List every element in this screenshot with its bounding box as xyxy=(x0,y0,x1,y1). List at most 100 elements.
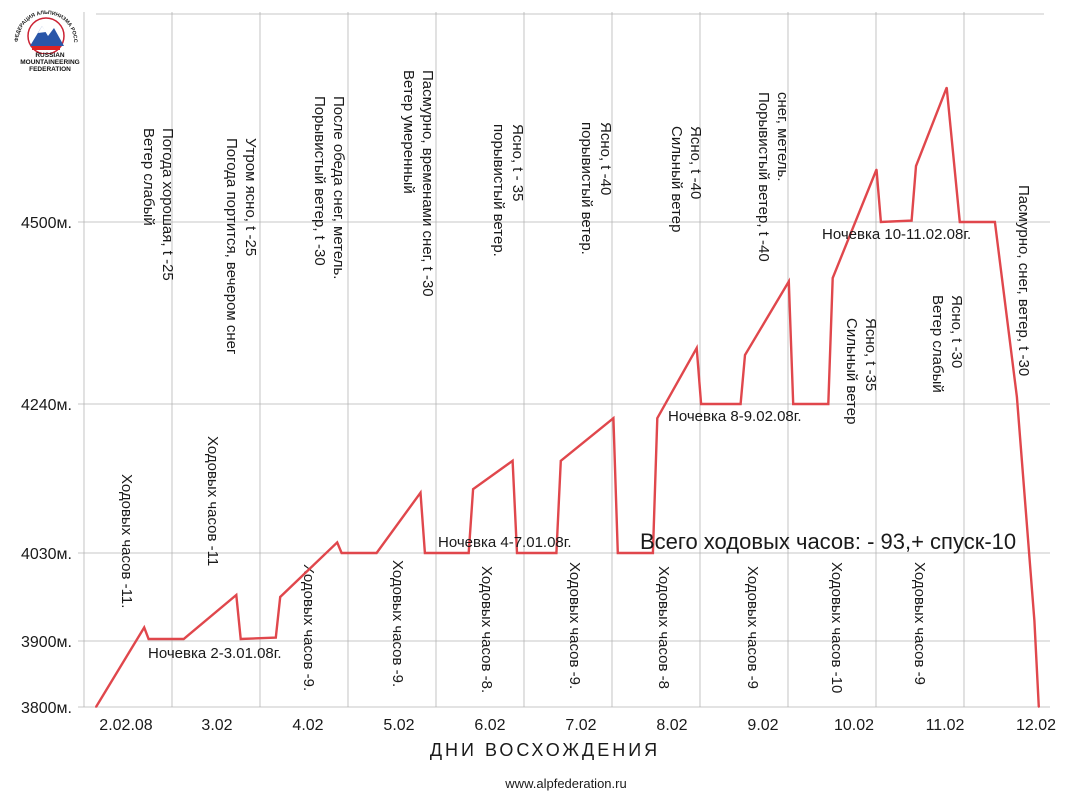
x-tick-label: 3.02 xyxy=(201,717,232,734)
camp-label: Ночевка 10-11.02.08г. xyxy=(822,226,971,243)
altitude-point xyxy=(336,541,339,544)
weather-annotation-line: Порывистый ветер, t -40 xyxy=(755,92,772,262)
hours-annotation: Ходовых часов -10 xyxy=(828,562,845,693)
altitude-point xyxy=(239,638,242,640)
x-tick-label: 6.02 xyxy=(474,717,505,734)
x-tick-label: 12.02 xyxy=(1016,717,1056,734)
weather-annotation: снег, метель.Порывистый ветер, t -40 xyxy=(755,92,791,262)
weather-annotation-line: Порывистый ветер, t -30 xyxy=(311,96,328,266)
weather-annotation-line: Ясно, t -40 xyxy=(687,126,704,199)
altitude-point xyxy=(744,354,746,356)
altitude-point xyxy=(147,638,150,640)
y-tick-label: 3800м. xyxy=(21,700,72,717)
labels: 3800м. 3900м. 4030м. 4240м. 4500м. 2.02.08 3.0… xyxy=(21,215,1056,791)
altitude-point xyxy=(831,277,834,279)
altitude-point xyxy=(827,403,830,405)
hours-annotation: Ходовых часов -11. xyxy=(118,474,135,608)
weather-annotation-line: Ясно, t - 35 xyxy=(509,124,526,201)
altitude-point xyxy=(274,636,277,639)
x-tick-label: 5.02 xyxy=(383,717,414,734)
logo-line-3: FEDERATION xyxy=(29,66,71,73)
weather-annotation-line: порывистый ветер. xyxy=(578,122,595,255)
camp-label: Ночевка 4-7.01.08г. xyxy=(438,534,572,551)
logo-line-2: MOUNTAINEERING xyxy=(20,59,80,66)
altitude-point xyxy=(652,552,654,554)
weather-annotation-line: Ясно, t -40 xyxy=(597,122,614,195)
weather-annotation-line: Ветер слабый xyxy=(140,128,157,226)
camp-label: Ночевка 8-9.02.08г. xyxy=(668,408,802,425)
hours-annotation-line: Ходовых часов -9. xyxy=(566,562,583,689)
weather-annotation-line: Погода портится, вечером снег xyxy=(223,138,240,355)
weather-annotation-line: Сильный ветер xyxy=(843,318,860,424)
altitude-point xyxy=(739,403,742,405)
weather-annotation: Пасмурно, снег, ветер, t -30 xyxy=(1015,185,1032,376)
y-tick-label: 4030м. xyxy=(21,546,72,563)
weather-annotation-line: Пасмурно, снег, ветер, t -30 xyxy=(1015,185,1032,376)
x-tick-label: 10.02 xyxy=(834,717,874,734)
weather-annotation-line: Пасмурно, временами снег, t -30 xyxy=(419,70,436,297)
altitude-point xyxy=(516,552,518,554)
weather-annotation-line: После обеда снег, метель. xyxy=(330,96,347,279)
weather-annotation-line: Ясно, t -35 xyxy=(862,318,879,391)
altitude-point xyxy=(235,594,238,596)
altitude-point xyxy=(1033,619,1036,622)
summary-label: Всего ходовых часов: - 93,+ спуск-10 xyxy=(640,529,1016,554)
altitude-point xyxy=(472,488,474,490)
altitude-point xyxy=(958,221,961,223)
federation-logo: ФЕДЕРАЦИЯ АЛЬПИНИЗМА РОССИИ RUSSIAN MOUN… xyxy=(6,2,84,76)
series-layer xyxy=(94,86,1040,708)
hours-annotation: Ходовых часов -8 xyxy=(655,566,672,689)
altitude-point xyxy=(880,221,882,223)
hours-annotation-line: Ходовых часов -9 xyxy=(911,562,928,685)
x-tick-label: 11.02 xyxy=(926,717,965,734)
altitude-point xyxy=(910,219,913,222)
y-tick-label: 4500м. xyxy=(21,215,72,232)
altitude-point xyxy=(787,280,790,283)
hours-annotation-line: Ходовых часов -9 xyxy=(744,566,761,689)
hours-annotation-line: Ходовых часов -10 xyxy=(828,562,845,693)
altitude-point xyxy=(875,168,878,171)
altitude-point xyxy=(915,165,917,167)
altitude-point xyxy=(279,596,282,598)
altitude-point xyxy=(95,706,97,708)
hours-annotation-line: Ходовых часов -11. xyxy=(118,474,135,608)
hours-annotation-line: Ходовых часов -8. xyxy=(478,566,495,693)
hours-annotation: Ходовых часов -9. xyxy=(300,564,317,691)
altitude-point xyxy=(656,417,659,420)
altitude-point xyxy=(375,552,378,554)
altitude-point xyxy=(616,552,619,554)
weather-annotation-line: Ясно, t -30 xyxy=(948,295,965,368)
hours-annotation: Ходовых часов -9 xyxy=(911,562,928,685)
altitude-point xyxy=(792,403,795,405)
footer-url: www.alpfederation.ru xyxy=(504,776,626,791)
x-axis-label: ДНИ ВОСХОЖДЕНИЯ xyxy=(430,740,660,760)
altitude-point xyxy=(994,221,996,223)
hours-annotation: Ходовых часов -9 xyxy=(744,566,761,689)
y-tick-label: 4240м. xyxy=(21,397,72,414)
weather-annotation-line: Утром ясно, t -25 xyxy=(242,138,259,256)
weather-annotation-line: Ветер слабый xyxy=(929,295,946,393)
logo-line-1: RUSSIAN xyxy=(35,52,65,59)
x-tick-label: 2.02.08 xyxy=(99,717,152,734)
hours-annotation: Ходовых часов -9. xyxy=(389,560,406,687)
altitude-point xyxy=(695,347,698,349)
weather-annotation: После обеда снег, метель.Порывистый вете… xyxy=(311,96,347,279)
hours-annotation-line: Ходовых часов -9. xyxy=(389,560,406,687)
logo-caption: RUSSIAN MOUNTAINEERING FEDERATION xyxy=(12,52,88,73)
x-tick-label: 7.02 xyxy=(565,717,596,734)
altitude-point xyxy=(467,552,470,554)
altitude-point xyxy=(143,626,146,629)
altitude-point xyxy=(1016,396,1018,398)
weather-annotation-line: порывистый ветер. xyxy=(490,124,507,257)
altitude-point xyxy=(1037,706,1040,708)
